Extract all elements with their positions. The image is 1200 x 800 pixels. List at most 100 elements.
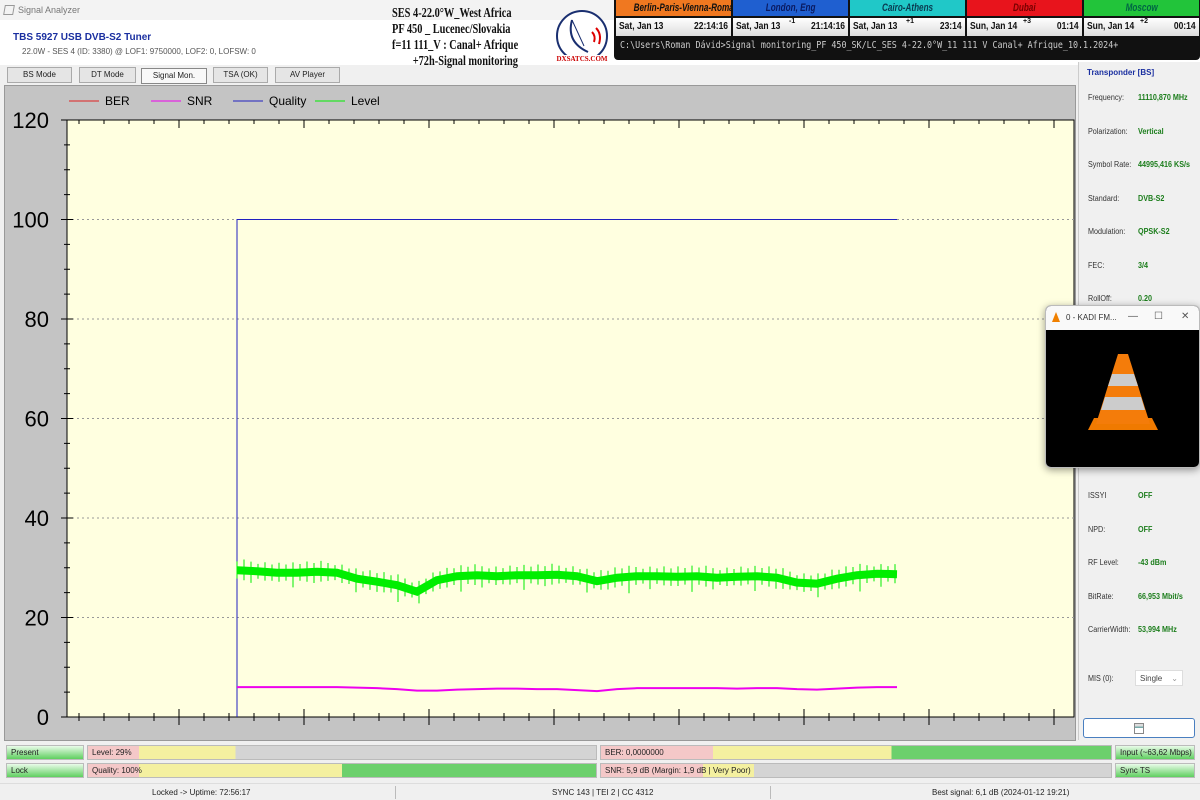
vlc-cone-logo: [1088, 354, 1158, 430]
input-indicator: Input (~63,62 Mbps): [1115, 745, 1195, 760]
transponder-label: RollOff:: [1088, 294, 1112, 303]
clock-time: 00:14: [1174, 21, 1196, 32]
window-title: Signal Analyzer: [18, 5, 81, 15]
caption-line: PF 450 _ Lucenec/Slovakia: [392, 22, 511, 37]
transponder-value: 3/4: [1138, 260, 1149, 270]
best-signal-status: Best signal: 6,1 dB (2024-01-12 19:21): [932, 788, 1070, 797]
tab-tsa-ok-[interactable]: TSA (OK): [213, 67, 268, 83]
transponder-value: 53,994 MHz: [1138, 625, 1177, 634]
y-tick-label: 60: [25, 407, 49, 432]
clock-date: Sat, Jan 13: [736, 21, 781, 32]
transponder-value: OFF: [1138, 491, 1153, 500]
caption-line: SES 4-22.0°W_West Africa: [392, 6, 512, 21]
tab-bs-mode[interactable]: BS Mode: [7, 67, 72, 83]
caption-line: f=11 111_V : Canal+ Afrique: [392, 38, 519, 53]
clock-2: Cairo-Athens Sat, Jan 13 +1 23:14: [850, 0, 965, 36]
transponder-value: 44995,416 KS/s: [1138, 160, 1191, 169]
transponder-label: Polarization:: [1088, 126, 1128, 136]
mis-label: MIS (0):: [1088, 674, 1114, 683]
tab-signal-mon-[interactable]: Signal Mon.: [141, 68, 207, 84]
transponder-value: DVB-S2: [1138, 193, 1165, 203]
overlay-caption: SES 4-22.0°W_West Africa PF 450 _ Lucene…: [392, 6, 518, 70]
status-bar: Locked -> Uptime: 72:56:17 SYNC 143 | TE…: [0, 783, 1200, 800]
app-icon: [3, 5, 15, 15]
clock-header: Berlin-Paris-Vienna-Roma: [616, 0, 731, 16]
clock-time: 01:14: [1057, 21, 1079, 32]
vlc-cone-icon: [1052, 312, 1060, 322]
transponder-label: CarrierWidth:: [1088, 625, 1131, 634]
transponder-value: -43 dBm: [1138, 558, 1167, 567]
transponder-title: Transponder [BS]: [1087, 68, 1155, 77]
transponder-label: NPD:: [1088, 524, 1106, 534]
clock-time-row: Sat, Jan 13 -1 21:14:16: [733, 18, 848, 36]
transponder-label: Modulation:: [1088, 227, 1126, 236]
mis-value: Single: [1140, 674, 1163, 683]
clock-1: London, Eng Sat, Jan 13 -1 21:14:16: [733, 0, 848, 36]
lock-indicator: Lock: [6, 763, 84, 778]
clock-offset: +2: [1140, 18, 1148, 25]
maximize-button[interactable]: ☐: [1154, 311, 1163, 322]
panel-button[interactable]: [1083, 718, 1195, 738]
clock-time-row: Sun, Jan 14 +3 01:14: [967, 18, 1082, 36]
clock-city: Moscow: [1125, 2, 1158, 14]
vlc-window[interactable]: 0 - KADI FM... — ☐ ✕: [1045, 305, 1200, 468]
clock-time-row: Sat, Jan 13 +1 23:14: [850, 18, 965, 36]
signal-chart-panel: 0 20 40 60 80 100 120 BER SNR Quality Level: [4, 85, 1076, 741]
clock-4: Moscow Sun, Jan 14 +2 00:14: [1084, 0, 1199, 36]
clock-date: Sat, Jan 13: [853, 21, 898, 32]
snr-bar: SNR: 5,9 dB (Margin: 1,9 dB | Very Poor): [600, 763, 1112, 778]
clock-header: London, Eng: [733, 0, 848, 16]
clock-0: Berlin-Paris-Vienna-Roma Sat, Jan 13 22:1…: [616, 0, 731, 36]
snr-line: [237, 686, 897, 693]
transponder-label: RF Level:: [1088, 558, 1119, 567]
clock-time: 21:14:16: [810, 21, 845, 32]
clock-offset: -1: [789, 18, 796, 25]
tuner-info: 22.0W - SES 4 (ID: 3380) @ LOF1: 9750000…: [22, 47, 256, 56]
dxsatcs-logo: [556, 10, 608, 62]
transponder-label: Standard:: [1088, 193, 1120, 203]
signal-chart: 0 20 40 60 80 100 120 BER SNR Quality Level: [12, 94, 1075, 730]
clock-header: Cairo-Athens: [850, 0, 965, 16]
caption-line: +72h-Signal monitoring: [412, 54, 518, 69]
level-bar: Level: 29%: [87, 745, 597, 760]
clock-city: Cairo-Athens: [881, 2, 934, 14]
mis-select[interactable]: Single ⌄: [1135, 670, 1183, 686]
clock-city: London, Eng: [765, 2, 816, 14]
quality-line: [236, 219, 897, 717]
y-tick-label: 20: [25, 606, 49, 631]
uptime-status: Locked -> Uptime: 72:56:17: [152, 788, 251, 797]
y-tick-label: 100: [12, 208, 49, 233]
close-button[interactable]: ✕: [1181, 311, 1190, 322]
chevron-down-icon: ⌄: [1171, 674, 1178, 683]
minimize-button[interactable]: —: [1128, 311, 1138, 322]
transponder-value: OFF: [1138, 524, 1153, 534]
transponder-label: Frequency:: [1088, 93, 1125, 102]
transponder-value: QPSK-S2: [1138, 227, 1170, 236]
clock-time: 22:14:16: [693, 21, 728, 32]
transponder-value: 11110,870 MHz: [1138, 93, 1188, 102]
y-tick-label: 80: [25, 307, 49, 332]
clock-date: Sun, Jan 14: [970, 21, 1018, 32]
command-line: C:\Users\Roman Dávid>Signal monitoring_P…: [620, 40, 1119, 51]
quality-bar: Quality: 100%: [87, 763, 597, 778]
clock-time-row: Sat, Jan 13 22:14:16: [616, 18, 731, 36]
legend-label-quality: Quality: [269, 94, 306, 108]
clock-header: Dubai: [967, 0, 1082, 16]
logo-text: DXSATCS.COM: [556, 55, 608, 63]
y-tick-label: 40: [25, 506, 49, 531]
clock-time: 23:14: [940, 21, 962, 32]
clock-time-row: Sun, Jan 14 +2 00:14: [1084, 18, 1199, 36]
clock-offset: +1: [906, 18, 914, 25]
transponder-label: FEC:: [1088, 260, 1105, 270]
transponder-label: BitRate:: [1088, 591, 1114, 601]
clock-date: Sat, Jan 13: [619, 21, 664, 32]
tab-av-player[interactable]: AV Player: [275, 67, 340, 83]
transponder-value: 66,953 Mbit/s: [1138, 591, 1183, 601]
legend-label-level: Level: [351, 94, 380, 108]
clock-offset: +3: [1023, 18, 1031, 25]
y-tick-label: 120: [12, 108, 49, 133]
sync-ts-indicator: Sync TS: [1115, 763, 1195, 778]
tab-dt-mode[interactable]: DT Mode: [79, 67, 136, 83]
clock-header: Moscow: [1084, 0, 1199, 16]
transponder-label: Symbol Rate:: [1088, 160, 1132, 169]
